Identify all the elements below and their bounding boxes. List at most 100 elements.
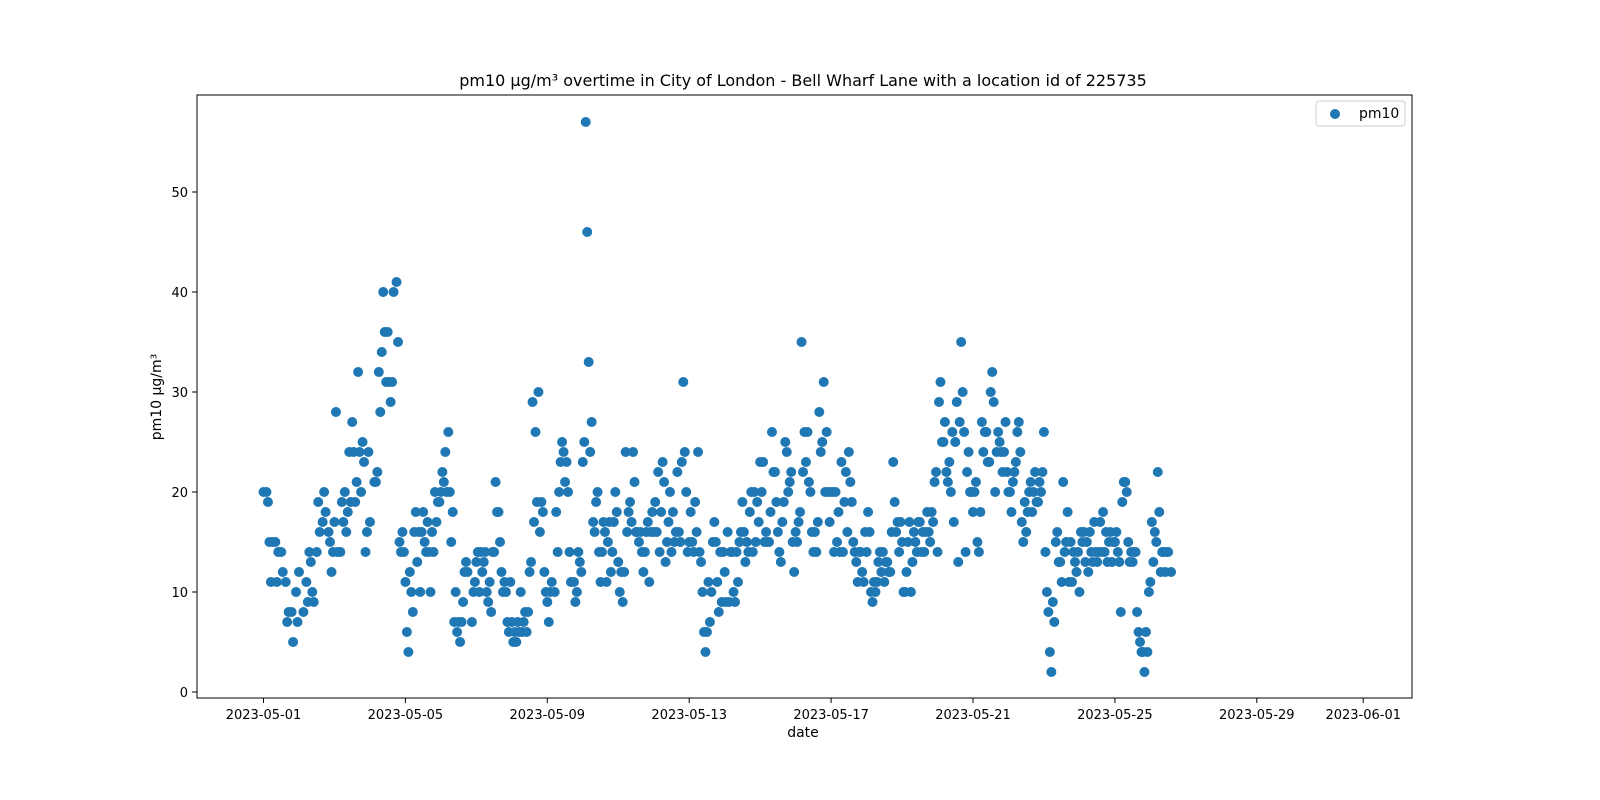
data-point [311,547,322,557]
data-point [647,507,658,517]
data-point [1166,567,1177,577]
data-point [951,397,962,407]
data-point [833,507,844,517]
data-point [910,537,921,547]
data-point [412,557,423,567]
data-point [1046,667,1057,677]
data-point [1135,637,1146,647]
data-point [619,567,630,577]
data-point [905,587,916,597]
y-tick-label: 50 [171,186,188,201]
data-point [796,337,807,347]
data-point [576,567,587,577]
data-point [353,367,364,377]
data-point [857,567,868,577]
data-point [1018,537,1029,547]
data-point [981,427,992,437]
data-point [440,447,451,457]
data-point [571,587,582,597]
data-point [1019,497,1030,507]
data-point [929,477,940,487]
data-point [701,627,712,637]
data-point [895,517,906,527]
data-point [534,527,545,537]
data-point [434,497,445,507]
data-point [336,497,347,507]
data-point [1028,487,1039,497]
data-point [740,557,751,567]
data-point [558,447,569,457]
data-point [1040,547,1051,557]
data-point [766,427,777,437]
data-point [1044,647,1055,657]
data-point [888,457,899,467]
x-tick-label: 2023-05-09 [510,708,586,723]
data-point [511,637,522,647]
data-point [277,567,288,577]
data-point [1084,527,1095,537]
data-point [972,537,983,547]
data-point [818,377,829,387]
data-point [650,497,661,507]
y-tick-label: 30 [171,386,188,401]
data-point [481,587,492,597]
data-point [651,527,662,537]
data-point [712,577,723,587]
x-tick-label: 2023-05-29 [1219,708,1295,723]
data-point [761,527,772,537]
data-point [490,477,501,487]
x-tick-label: 2023-05-17 [793,708,869,723]
data-point [1081,537,1092,547]
data-point [592,487,603,497]
data-point [551,507,562,517]
data-point [752,497,763,507]
data-point [416,527,427,537]
data-point [848,537,859,547]
data-point [529,517,540,527]
data-point [942,477,953,487]
data-point [387,377,398,387]
data-point [959,427,970,437]
data-point [734,537,745,547]
data-point [530,427,541,437]
data-point [703,577,714,587]
data-point [642,517,653,527]
data-point [280,577,291,587]
x-tick-label: 2023-05-25 [1077,708,1153,723]
legend-label: pm10 [1359,106,1399,122]
data-point [950,437,961,447]
data-point [391,277,402,287]
data-point [564,547,575,557]
y-tick-label: 20 [171,486,188,501]
data-point [489,547,500,557]
data-point [1143,587,1154,597]
data-point [1027,507,1038,517]
data-point [925,537,936,547]
data-point [329,517,340,527]
data-point [1071,567,1082,577]
data-point [496,567,507,577]
data-point [493,507,504,517]
data-point [1074,587,1085,597]
data-point [542,597,553,607]
data-point [1041,587,1052,597]
data-point [483,597,494,607]
data-point [447,507,458,517]
data-point [975,507,986,517]
data-point [536,497,547,507]
data-point [738,527,749,537]
data-point [613,557,624,567]
data-point [404,567,415,577]
data-point [644,577,655,587]
data-point [360,547,371,557]
data-point [458,597,469,607]
data-point [976,417,987,427]
data-point [772,527,783,537]
data-point [1004,487,1015,497]
data-point [938,437,949,447]
data-point [908,527,919,537]
data-point [919,547,930,557]
data-point [1043,607,1054,617]
data-point [313,497,324,507]
data-point [691,527,702,537]
